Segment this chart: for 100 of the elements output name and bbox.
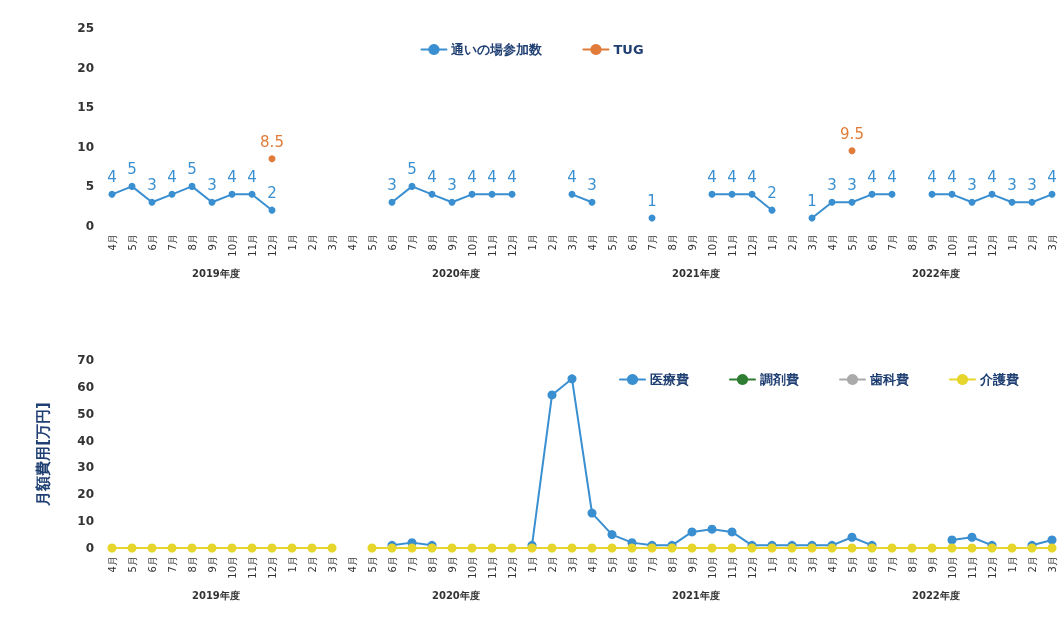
y-tick-label: 0 [85, 219, 94, 233]
x-tick-label: 5月 [366, 556, 378, 573]
text: 2020年度 [432, 267, 480, 279]
point [448, 198, 456, 206]
x-tick-label: 1月 [526, 234, 538, 251]
x-tick-label: 9月 [926, 556, 938, 573]
data-label: 5 [407, 160, 417, 179]
x-tick-label: 9月 [926, 234, 938, 251]
x-tick-label: 12月 [506, 234, 518, 257]
data-label: 3 [1007, 176, 1017, 195]
x-tick-label: 8月 [426, 556, 438, 573]
point [727, 543, 737, 553]
point [847, 543, 857, 553]
x-tick-label: 4月 [106, 234, 118, 251]
x-tick-label: 12月 [986, 234, 998, 257]
x-tick-label: 9月 [206, 556, 218, 573]
x-tick-label: 6月 [866, 556, 878, 573]
point [188, 182, 196, 190]
x-tick-label: 11月 [486, 556, 498, 579]
x-tick-label: 5月 [366, 234, 378, 251]
point [727, 527, 737, 537]
point [988, 190, 996, 198]
point [187, 543, 197, 553]
data-label: 3 [1027, 176, 1037, 195]
x-tick-label: 12月 [986, 556, 998, 579]
data-label: 4 [707, 168, 717, 187]
point [847, 532, 857, 542]
x-tick-label: 5月 [126, 556, 138, 573]
point [728, 190, 736, 198]
point [588, 198, 596, 206]
x-tick-label: 11月 [246, 556, 258, 579]
point [547, 390, 557, 400]
x-tick-label: 3月 [1046, 234, 1058, 251]
y-tick-label: 70 [77, 353, 94, 367]
x-tick-label: 7月 [166, 556, 178, 573]
point [927, 543, 937, 553]
x-tick-label: 10月 [946, 556, 958, 579]
y-axis-title: 月額費用[万円] [33, 402, 52, 507]
x-tick-label: 1月 [1006, 556, 1018, 573]
x-tick-label: 2月 [306, 556, 318, 573]
x-tick-label: 10月 [466, 234, 478, 257]
point [228, 190, 236, 198]
x-tick-label: 10月 [466, 556, 478, 579]
data-label: 4 [887, 168, 897, 187]
x-tick-label: 10月 [946, 234, 958, 257]
x-tick-label: 8月 [186, 234, 198, 251]
x-tick-label: 6月 [386, 556, 398, 573]
x-tick-label: 6月 [386, 234, 398, 251]
data-label: 3 [827, 176, 837, 195]
data-label: 4 [167, 168, 177, 187]
x-tick-label: 4月 [826, 556, 838, 573]
point [488, 190, 496, 198]
x-tick-label: 1月 [286, 556, 298, 573]
point [428, 190, 436, 198]
y-tick-label: 10 [77, 139, 94, 154]
data-label: 3 [147, 176, 157, 195]
point [107, 543, 117, 553]
x-tick-label: 11月 [966, 556, 978, 579]
point [708, 190, 716, 198]
x-tick-label: 2月 [306, 234, 318, 251]
data-label: 4 [107, 168, 117, 187]
x-tick-label: 9月 [686, 556, 698, 573]
point [307, 543, 317, 553]
point [547, 543, 557, 553]
point [467, 543, 477, 553]
point [167, 543, 177, 553]
data-label: 3 [847, 176, 857, 195]
data-label: 3 [447, 176, 457, 195]
x-tick-label: 4月 [346, 556, 358, 573]
point [848, 198, 856, 206]
x-tick-label: 5月 [846, 234, 858, 251]
point [748, 190, 756, 198]
point [587, 543, 597, 553]
x-tick-label: 1月 [766, 556, 778, 573]
point [247, 543, 257, 553]
point [888, 190, 896, 198]
x-tick-label: 8月 [906, 234, 918, 251]
x-tick-label: 6月 [146, 234, 158, 251]
point [147, 543, 157, 553]
x-tick-label: 3月 [806, 234, 818, 251]
point [947, 543, 957, 553]
point [567, 374, 577, 384]
point [907, 543, 917, 553]
point [1047, 543, 1057, 553]
data-label: 4 [227, 168, 237, 187]
x-tick-label: 9月 [446, 556, 458, 573]
point [887, 543, 897, 553]
point [1008, 198, 1016, 206]
point [607, 530, 617, 540]
x-tick-label: 2月 [786, 556, 798, 573]
legend-label: 通いの場参加数 [450, 42, 544, 57]
x-tick-label: 8月 [666, 234, 678, 251]
point [407, 543, 417, 553]
point [687, 543, 697, 553]
data-label: 2 [767, 184, 777, 203]
y-tick-label: 5 [85, 179, 94, 194]
x-tick-label: 4月 [346, 234, 358, 251]
data-label: 2 [267, 184, 277, 203]
x-tick-label: 11月 [486, 234, 498, 257]
point [487, 543, 497, 553]
